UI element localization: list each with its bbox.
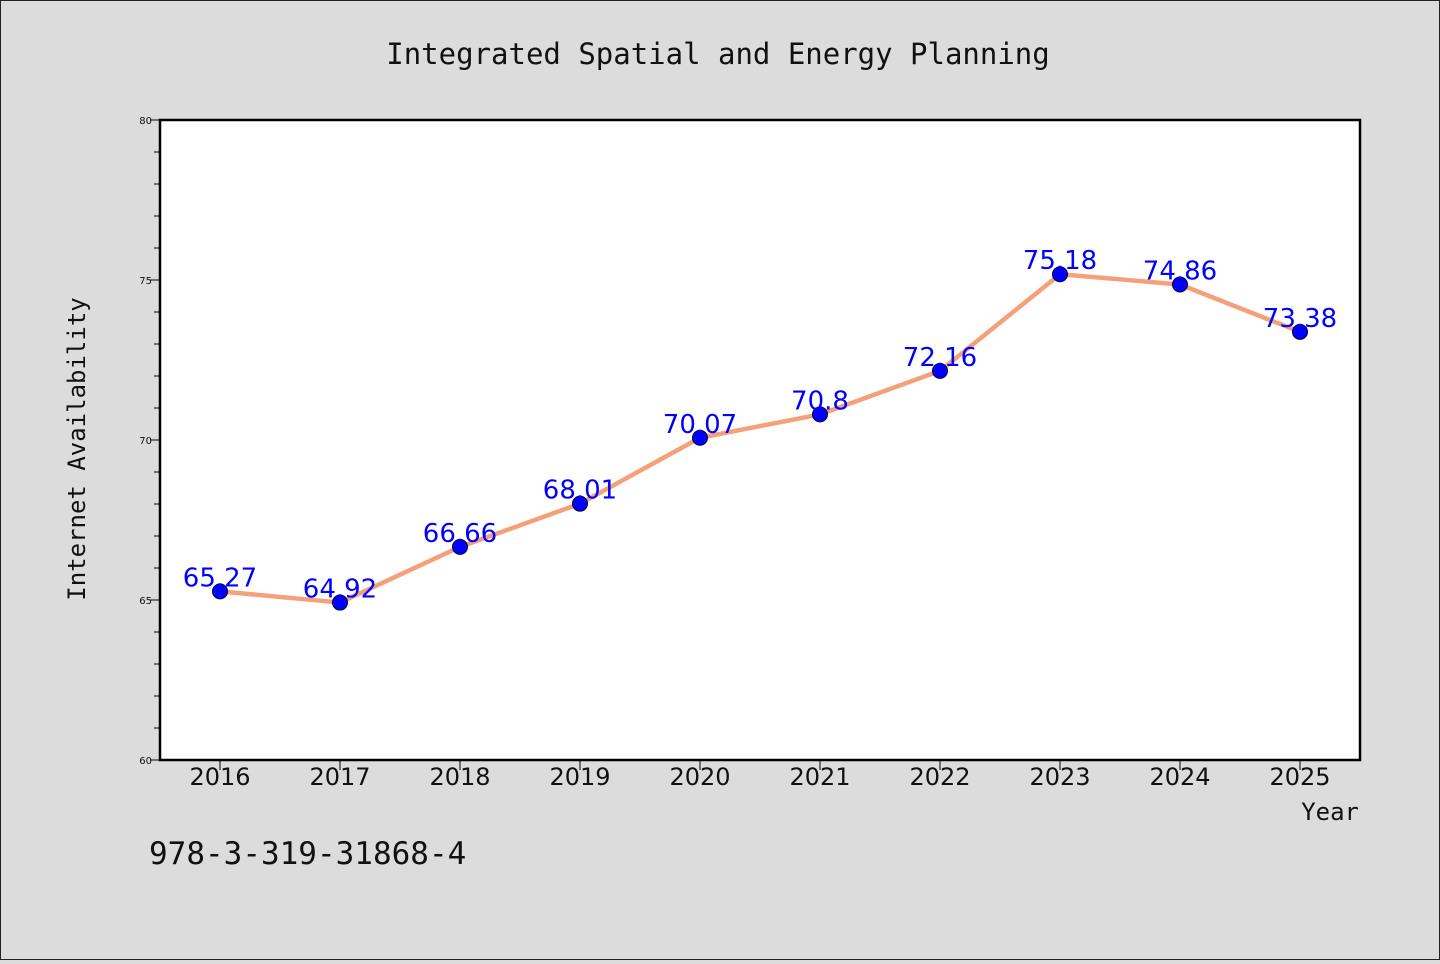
y-tick-label: 65: [139, 596, 152, 607]
data-label: 73.38: [1263, 304, 1337, 334]
x-tick-label: 2020: [669, 763, 730, 791]
data-label: 75.18: [1023, 246, 1097, 276]
x-tick-label: 2023: [1029, 763, 1090, 791]
data-label: 64.92: [303, 575, 377, 605]
data-point: [452, 538, 468, 555]
data-point: [212, 583, 228, 600]
y-tick-label: 60: [139, 756, 152, 767]
x-tick-label: 2019: [549, 763, 610, 791]
data-point: [1292, 323, 1308, 340]
x-tick-label: 2021: [789, 763, 850, 791]
x-tick-label: 2022: [909, 763, 970, 791]
x-tick-label: 2016: [189, 763, 250, 791]
data-point: [1052, 266, 1068, 283]
x-axis-label: Year: [1301, 798, 1359, 826]
data-point: [572, 495, 588, 512]
x-tick-label: 2024: [1149, 763, 1210, 791]
data-label: 72.16: [903, 343, 977, 373]
x-tick-label: 2017: [309, 763, 370, 791]
y-tick-label: 75: [139, 276, 152, 287]
isbn-text: 978-3-319-31868-4: [149, 836, 466, 872]
x-tick-label: 2018: [429, 763, 490, 791]
series-line: [217, 271, 1303, 605]
x-tick-label: 2025: [1269, 763, 1330, 791]
plot-area: 60 65 70 75 80 2016 2017 2018 2019 2020 2021 2022 20…: [139, 116, 1362, 791]
data-label: 68.01: [543, 476, 617, 506]
plot-background: [158, 118, 1362, 762]
data-point: [932, 362, 948, 379]
y-axis-label: Internet Availability: [63, 297, 91, 600]
y-tick-label: 80: [139, 116, 152, 127]
data-point: [1172, 276, 1188, 293]
y-tick-label: 70: [139, 436, 152, 447]
data-point: [332, 594, 348, 611]
data-label: 65.27: [183, 563, 257, 593]
data-label: 66.66: [423, 519, 497, 549]
data-label: 70.8: [791, 386, 849, 416]
chart-title: Integrated Spatial and Energy Planning: [386, 37, 1049, 71]
data-point: [692, 429, 708, 446]
data-label: 74.86: [1143, 256, 1217, 286]
data-label: 70.07: [663, 410, 737, 440]
data-point: [812, 406, 828, 423]
